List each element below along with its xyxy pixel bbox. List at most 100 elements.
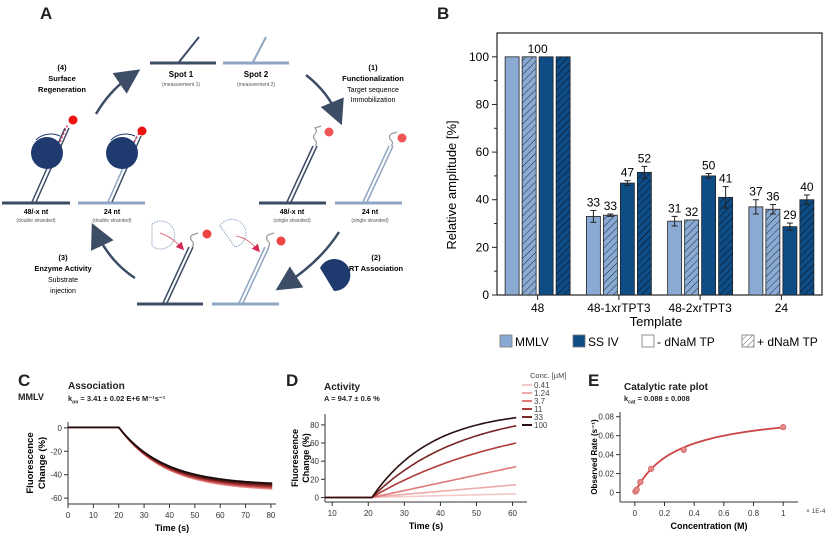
bar-ss-iv-dnam-tp [636,171,652,296]
legend-label: 0.41 [534,381,550,390]
data-point [637,479,644,486]
trace-line [68,426,273,490]
label-ds48-title: 48/-x nt [24,209,49,216]
bar-mmlv-dnam-tp [521,56,537,296]
arrow-spots-to-functionalization [305,74,344,126]
step2-title: RT Association [349,264,404,273]
construct-activity-light [212,218,286,306]
fluorophore [397,133,407,143]
fluorophore [202,229,212,239]
construct-ss-24 [335,131,407,205]
fit-curve [634,426,784,493]
chart-c-association: 0 10 20 30 40 50 60 70 80 0 -20 -40 -60 Time (s) Fluor… [25,422,276,533]
panel-e-title: Catalytic rate plot [624,382,708,393]
data-label: 100 [528,42,548,56]
construct-ds-48 [2,115,78,205]
x-tick-label: 0 [633,509,638,518]
y-tick-label: 100 [469,50,489,64]
kcat-subscript: cat [628,399,636,406]
bar-ss-iv-dnam-tp [782,226,798,296]
step3-title: Enzyme Activity [34,264,92,273]
y-tick-label: 0.06 [598,432,614,441]
y-tick-label: -60 [50,494,62,503]
y-axis-label: Fluorescence [290,429,300,487]
legend-label: 100 [534,421,548,430]
legend-swatch [641,334,655,348]
x-tick-label: 48-2xrTPT3 [668,301,732,315]
kcat-value: = 0.088 ± 0.008 [635,394,690,403]
legend-label: + dNaM TP [757,335,818,349]
enzyme-shape [320,259,351,292]
step1-line1: Target sequence [347,87,399,94]
panel-c-enzyme: MMLV [18,392,44,402]
construct-ds-24 [78,126,147,205]
step4-title2: Regeneration [38,85,86,94]
x-tick-label: 40 [436,509,445,518]
x-tick-label: 0.4 [689,509,701,518]
panel-d-amplitude: A = 94.7 ± 0.6 % [324,394,380,403]
y-tick-label: 0.08 [598,413,614,422]
bar-ss-iv-dnam-tp [538,56,554,296]
bar-mmlv-dnam-tp [602,214,618,296]
bar-mmlv-dnam-tp [684,219,700,296]
trace-100 [325,416,517,499]
step3-line2: injection [50,288,76,295]
x-tick-label: 30 [140,511,149,520]
x-tick-label: 20 [114,511,123,520]
legend-swatch [499,334,513,348]
data-label: 50 [702,159,716,173]
step1-num: (1) [368,63,378,72]
x-tick-label: 30 [400,509,409,518]
x-axis-label: Time (s) [409,521,443,531]
y-tick-label: 60 [310,439,319,448]
panel-a-schematic: Spot 1 (measurement 1) Spot 2 (measureme… [2,36,407,306]
x-tick-label: 1 [781,509,786,518]
data-label: 47 [621,166,635,180]
y-tick-label: 0.04 [598,451,614,460]
y-tick-label: 0 [610,489,615,498]
x-tick-label: 40 [165,511,174,520]
data-label: 52 [638,151,652,165]
bar-mmlv-dnam-tp [667,220,683,296]
y-tick-label: -20 [50,447,62,456]
step2-num: (2) [371,253,381,262]
data-label: 37 [749,185,763,199]
legend-swatch [741,334,755,348]
bar-ss-iv-dnam-tp [701,175,717,296]
legend-label: 33 [534,413,543,422]
label-ss24-sub: (single stranded) [351,218,389,224]
spot-2-sub: (measurement 2) [237,82,275,88]
x-tick-label: 80 [266,511,275,520]
plot-frame [496,32,823,296]
fluorophore [276,236,286,246]
panel-e-kcat: kcat = 0.088 ± 0.008 [624,394,690,406]
construct-ss-48 [259,125,334,205]
data-label: 33 [604,199,618,213]
kon-symbol: k [68,394,73,403]
panel-d-title: Activity [324,382,361,393]
data-label: 41 [719,172,733,186]
y-tick-label: 20 [476,240,490,254]
chart-b-ylabel: Relative amplitude [%] [444,120,459,249]
spot-2-title: Spot 2 [244,70,269,79]
panel-c-title: Association [68,381,125,392]
construct-activity-dark [137,220,212,306]
legend-label: 11 [534,405,543,414]
y-axis-label-line2: Change (%) [37,437,48,489]
kon-value: = 3.41 ± 0.02 E+6 M⁻¹s⁻¹ [78,394,166,403]
y-tick-label: -40 [50,471,62,480]
bar-ss-iv-dnam-tp [799,199,815,296]
panel-c-kon: kon = 3.41 ± 0.02 E+6 M⁻¹s⁻¹ [68,394,165,406]
kcat-symbol: k [624,394,629,403]
spot-1-title: Spot 1 [169,70,194,79]
y-tick-label: 20 [310,475,319,484]
panel-b-letter: B [437,4,450,23]
legend-title: Conc. [µM] [530,371,566,380]
panel-d-letter: D [286,371,299,390]
spot-1-sub: (measurement 1) [162,82,200,88]
data-label: 29 [783,208,797,222]
y-tick-label: 40 [476,193,490,207]
step3-line1: Substrate [48,277,78,284]
enzyme-shape [31,137,63,169]
